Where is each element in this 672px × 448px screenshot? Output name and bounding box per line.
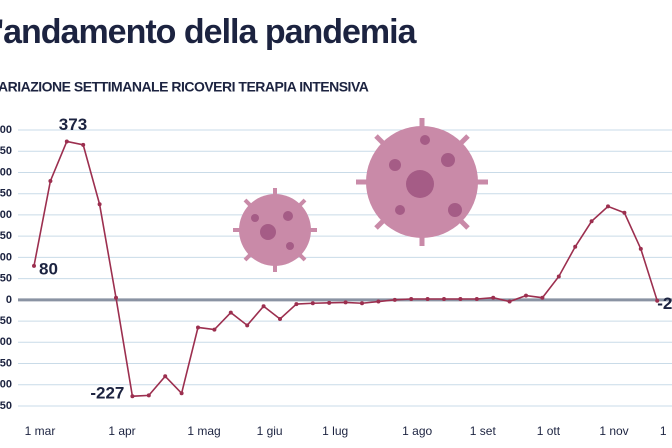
x-tick-label: 1: [660, 424, 667, 438]
data-point: [64, 139, 69, 144]
x-tick-label: 1 ott: [537, 424, 561, 438]
data-point: [228, 310, 233, 315]
y-tick-label: 100: [0, 251, 12, 263]
data-point: [376, 299, 381, 304]
x-tick-label: 1 mag: [187, 424, 220, 438]
y-tick-label: 250: [0, 188, 12, 200]
data-point: [97, 202, 102, 207]
data-point: [573, 244, 578, 249]
data-point: [179, 391, 184, 396]
y-tick-label: 0: [6, 294, 12, 306]
y-tick-label: -50: [0, 315, 12, 327]
data-point: [655, 298, 660, 303]
data-point: [48, 178, 53, 183]
data-point: [310, 301, 315, 306]
data-point: [360, 301, 364, 306]
data-point: [278, 316, 282, 321]
data-point: [163, 374, 168, 379]
y-tick-label: 150: [0, 230, 12, 242]
chart-title: 'andamento della pandemia: [0, 13, 418, 51]
data-point: [146, 393, 151, 398]
data-point: [245, 323, 250, 328]
data-label: 80: [39, 259, 58, 278]
y-tick-label: -250: [0, 400, 12, 412]
y-tick-label: 400: [0, 124, 12, 136]
data-point: [294, 302, 299, 307]
virus-large: [356, 118, 488, 246]
data-point: [409, 296, 414, 301]
data-point: [622, 210, 627, 215]
data-label: -2: [657, 294, 672, 313]
data-point: [32, 263, 36, 268]
x-tick-label: 1 set: [470, 424, 497, 438]
data-point: [638, 246, 643, 251]
data-point: [507, 299, 512, 304]
data-point: [130, 394, 135, 399]
data-point: [343, 300, 348, 305]
data-point: [392, 297, 397, 302]
virus-small: [233, 188, 317, 272]
data-point: [556, 274, 561, 279]
data-label: 373: [59, 115, 87, 134]
data-point: [606, 204, 610, 209]
data-point: [196, 325, 200, 330]
x-tick-label: 1 mar: [25, 424, 56, 438]
data-point: [458, 296, 463, 301]
series-line: [33, 140, 658, 398]
x-tick-label: 1 apr: [108, 424, 135, 438]
data-point: [327, 300, 332, 305]
x-tick-label: 1 ago: [402, 424, 432, 438]
data-point: [114, 295, 118, 300]
x-tick-label: 1 lug: [322, 424, 348, 438]
chart-subtitle: ARIAZIONE SETTIMANALE RICOVERI TERAPIA I…: [0, 79, 369, 95]
data-point: [425, 296, 430, 301]
data-point: [540, 295, 545, 300]
data-point: [474, 296, 479, 301]
y-tick-label: 200: [0, 209, 12, 221]
y-tick-label: 50: [0, 273, 12, 285]
y-tick-label: -150: [0, 357, 12, 369]
data-point: [261, 304, 266, 309]
data-label: -227: [90, 384, 124, 403]
data-point: [442, 296, 446, 301]
y-tick-label: -100: [0, 336, 12, 348]
y-tick-label: -200: [0, 379, 12, 391]
data-point: [589, 219, 594, 224]
y-tick-label: 300: [0, 166, 12, 178]
x-tick-label: 1 nov: [599, 424, 628, 438]
data-point: [491, 295, 496, 300]
data-point: [212, 327, 217, 332]
grid: [18, 129, 672, 407]
x-tick-label: 1 giu: [257, 424, 283, 438]
data-point: [524, 293, 528, 298]
data-point: [81, 142, 86, 147]
y-tick-label: 350: [0, 145, 12, 157]
